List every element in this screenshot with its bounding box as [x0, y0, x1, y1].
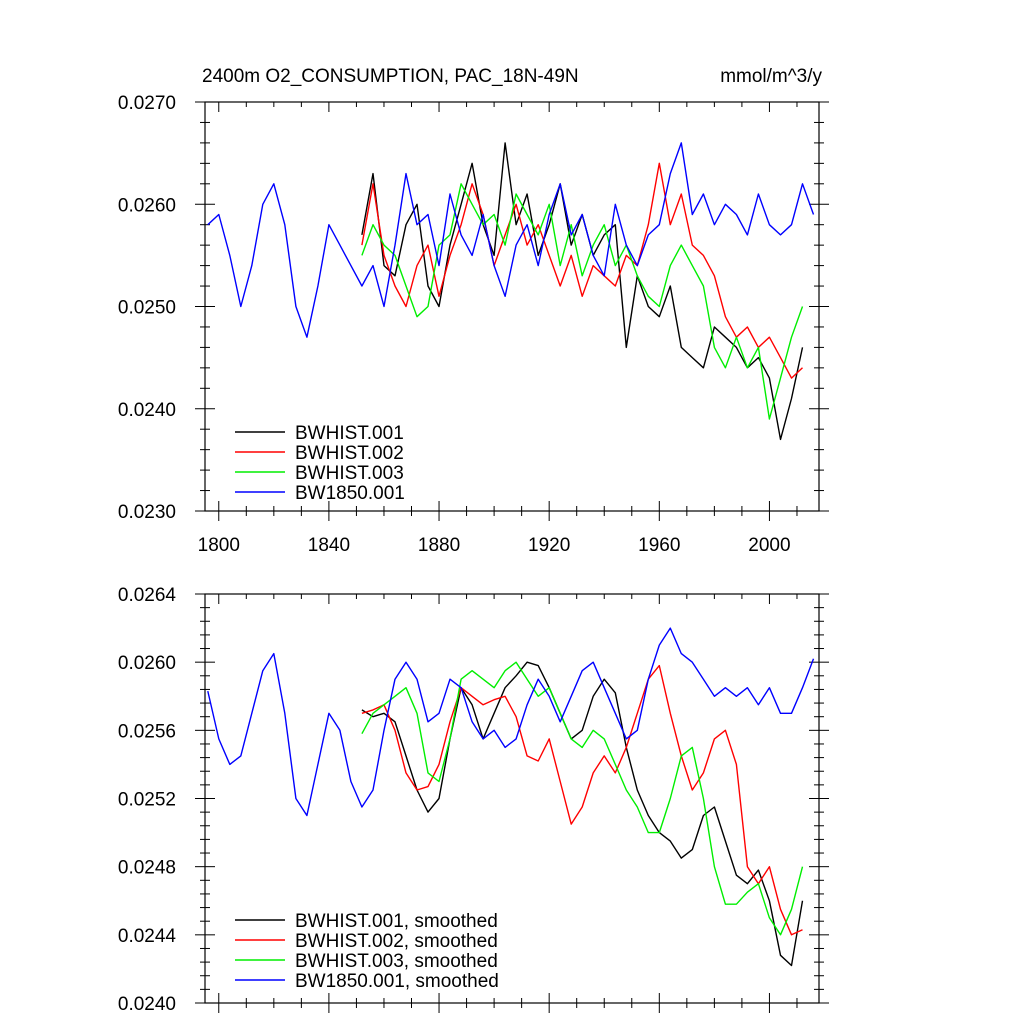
legend-label: BW1850.001	[295, 483, 405, 504]
top-series-lines	[207, 142, 815, 441]
bottom-axes-ticks: 0.0240 0.0244 0.0248 0.0252 0.0256 0.0260 0.02…	[118, 585, 829, 1015]
y-tick-label: 0.0248	[118, 858, 176, 879]
series-line-bw1850-001	[207, 142, 815, 338]
y-tick-label: 0.0244	[118, 926, 177, 947]
bottom-series-lines	[207, 627, 815, 967]
legend-label: BWHIST.001	[295, 423, 404, 444]
legend-label: BWHIST.001, smoothed	[295, 911, 498, 932]
y-tick-label: 0.0240	[118, 400, 176, 421]
x-tick-label: 1800	[198, 535, 240, 556]
y-tick-label: 0.0230	[118, 502, 176, 523]
series-line-bwhist-002-smoothed	[361, 664, 803, 936]
legend-label: BW1850.001, smoothed	[295, 971, 499, 992]
panel-top: 2400m O2_CONSUMPTION, PAC_18N-49N mmol/m…	[118, 66, 829, 556]
legend-label: BWHIST.003	[295, 463, 404, 484]
top-plot-frame	[204, 101, 820, 512]
y-tick-label: 0.0260	[118, 195, 176, 216]
chart-units: mmol/m^3/y	[720, 66, 822, 87]
y-tick-label: 0.0240	[118, 994, 176, 1015]
series-line-bwhist-003-smoothed	[361, 661, 804, 936]
series-line-bw1850-001-smoothed	[207, 627, 815, 817]
series-line-bwhist-002	[361, 162, 803, 379]
y-tick-label: 0.0264	[118, 585, 177, 606]
x-tick-label: 1880	[418, 535, 460, 556]
series-line-bwhist-001	[361, 142, 804, 441]
legend-label: BWHIST.003, smoothed	[295, 951, 498, 972]
x-tick-label: 1840	[308, 535, 350, 556]
top-axes-ticks: 1800 1840 1880 1920 1960 2000 0.0230 0.0240 0.02…	[118, 93, 829, 556]
chart-title: 2400m O2_CONSUMPTION, PAC_18N-49N	[202, 66, 579, 87]
series-line-bwhist-003	[361, 183, 804, 420]
series-line-bwhist-001-smoothed	[361, 661, 804, 967]
panel-bottom: 0.0240 0.0244 0.0248 0.0252 0.0256 0.0260 0.02…	[118, 585, 829, 1015]
y-tick-label: 0.0252	[118, 790, 176, 811]
y-tick-label: 0.0256	[118, 721, 176, 742]
bottom-plot-frame	[204, 593, 820, 1004]
x-tick-label: 1960	[638, 535, 680, 556]
x-tick-label: 1920	[528, 535, 570, 556]
y-tick-label: 0.0250	[118, 298, 176, 319]
y-tick-label: 0.0270	[118, 93, 176, 114]
y-tick-label: 0.0260	[118, 653, 176, 674]
x-tick-label: 2000	[748, 535, 790, 556]
legend-label: BWHIST.002, smoothed	[295, 931, 498, 952]
legend-label: BWHIST.002	[295, 443, 404, 464]
